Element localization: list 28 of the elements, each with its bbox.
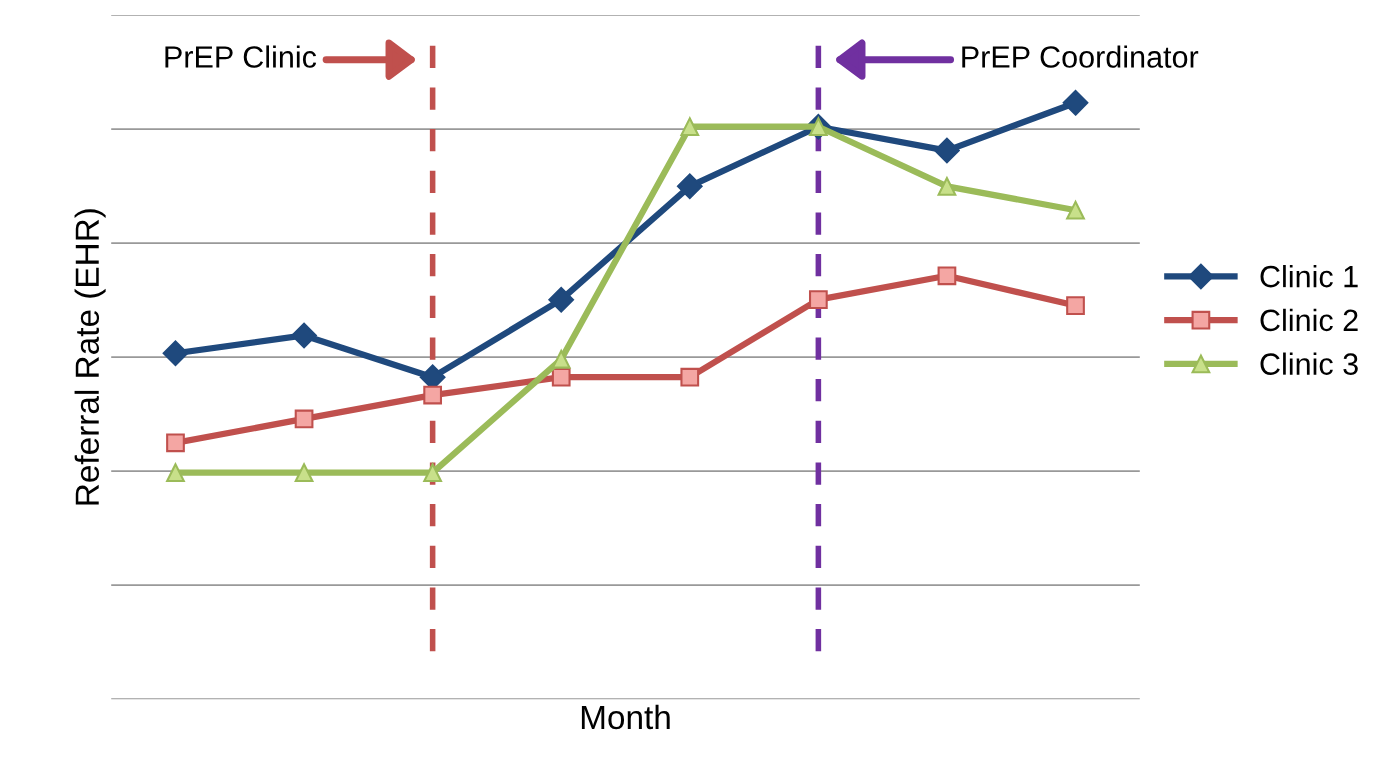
point bbox=[166, 433, 185, 453]
point bbox=[680, 117, 700, 137]
legend-label: Clinic 3 bbox=[1260, 352, 1358, 375]
point bbox=[162, 340, 189, 367]
point bbox=[1066, 200, 1085, 220]
point bbox=[680, 367, 700, 387]
point bbox=[551, 349, 571, 369]
text: PrEP Coordinator bbox=[962, 45, 1199, 68]
point bbox=[423, 385, 443, 405]
point bbox=[548, 286, 575, 313]
text: PrEP Clinic bbox=[165, 45, 317, 68]
point bbox=[166, 463, 185, 482]
point bbox=[937, 176, 957, 196]
legend-label: Clinic 1 bbox=[1260, 265, 1358, 288]
x-axis-title: Month bbox=[581, 704, 670, 730]
point bbox=[551, 367, 571, 387]
point bbox=[934, 137, 960, 164]
point bbox=[1062, 90, 1089, 116]
point bbox=[676, 173, 703, 200]
point bbox=[291, 322, 317, 349]
point bbox=[423, 463, 443, 482]
y-axis-title: Referral Rate (EHR) bbox=[74, 209, 106, 505]
point bbox=[294, 463, 314, 482]
point bbox=[294, 409, 314, 429]
point bbox=[937, 266, 957, 286]
point bbox=[1066, 296, 1085, 315]
legend-label: Clinic 2 bbox=[1260, 308, 1358, 332]
point bbox=[808, 290, 828, 310]
